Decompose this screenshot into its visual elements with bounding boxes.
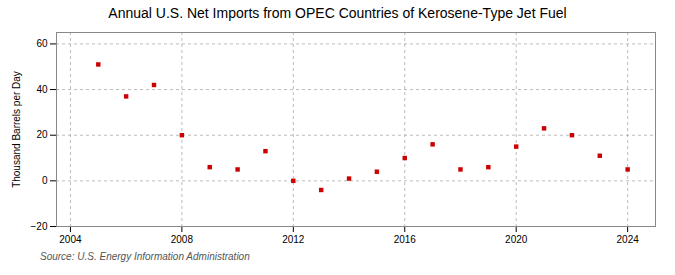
- svg-text:60: 60: [36, 38, 48, 49]
- html-text:Annual U.S. Net Imports from O: Annual U.S. Net Imports from OPEC Countr…: [108, 5, 567, 21]
- svg-text:20: 20: [36, 129, 48, 140]
- svg-text:2012: 2012: [282, 234, 305, 245]
- svg-text:2024: 2024: [617, 234, 640, 245]
- svg-text:40: 40: [36, 84, 48, 95]
- svg-text:−20: −20: [31, 221, 48, 232]
- svg-text:0: 0: [42, 175, 48, 186]
- svg-text:2008: 2008: [171, 234, 194, 245]
- svg-text:Thousand Barrels per Day: Thousand Barrels per Day: [11, 71, 22, 188]
- html-text:Source: U.S. Energy Informatio: Source: U.S. Energy Information Administ…: [40, 251, 250, 262]
- svg-text:2020: 2020: [505, 234, 528, 245]
- svg-text:2004: 2004: [59, 234, 82, 245]
- svg-text:2016: 2016: [394, 234, 417, 245]
